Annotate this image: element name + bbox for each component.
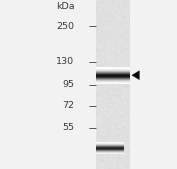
Text: 72: 72 <box>62 101 74 110</box>
Text: 95: 95 <box>62 80 74 89</box>
Text: 250: 250 <box>56 22 74 31</box>
Polygon shape <box>132 71 139 80</box>
Text: 55: 55 <box>62 123 74 132</box>
Text: 130: 130 <box>56 57 74 66</box>
Text: kDa: kDa <box>56 2 74 11</box>
